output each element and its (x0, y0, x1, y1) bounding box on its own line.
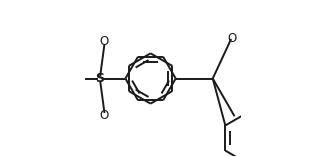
Text: S: S (96, 72, 105, 85)
Text: O: O (227, 32, 237, 45)
Text: O: O (100, 109, 109, 122)
Text: O: O (100, 35, 109, 48)
